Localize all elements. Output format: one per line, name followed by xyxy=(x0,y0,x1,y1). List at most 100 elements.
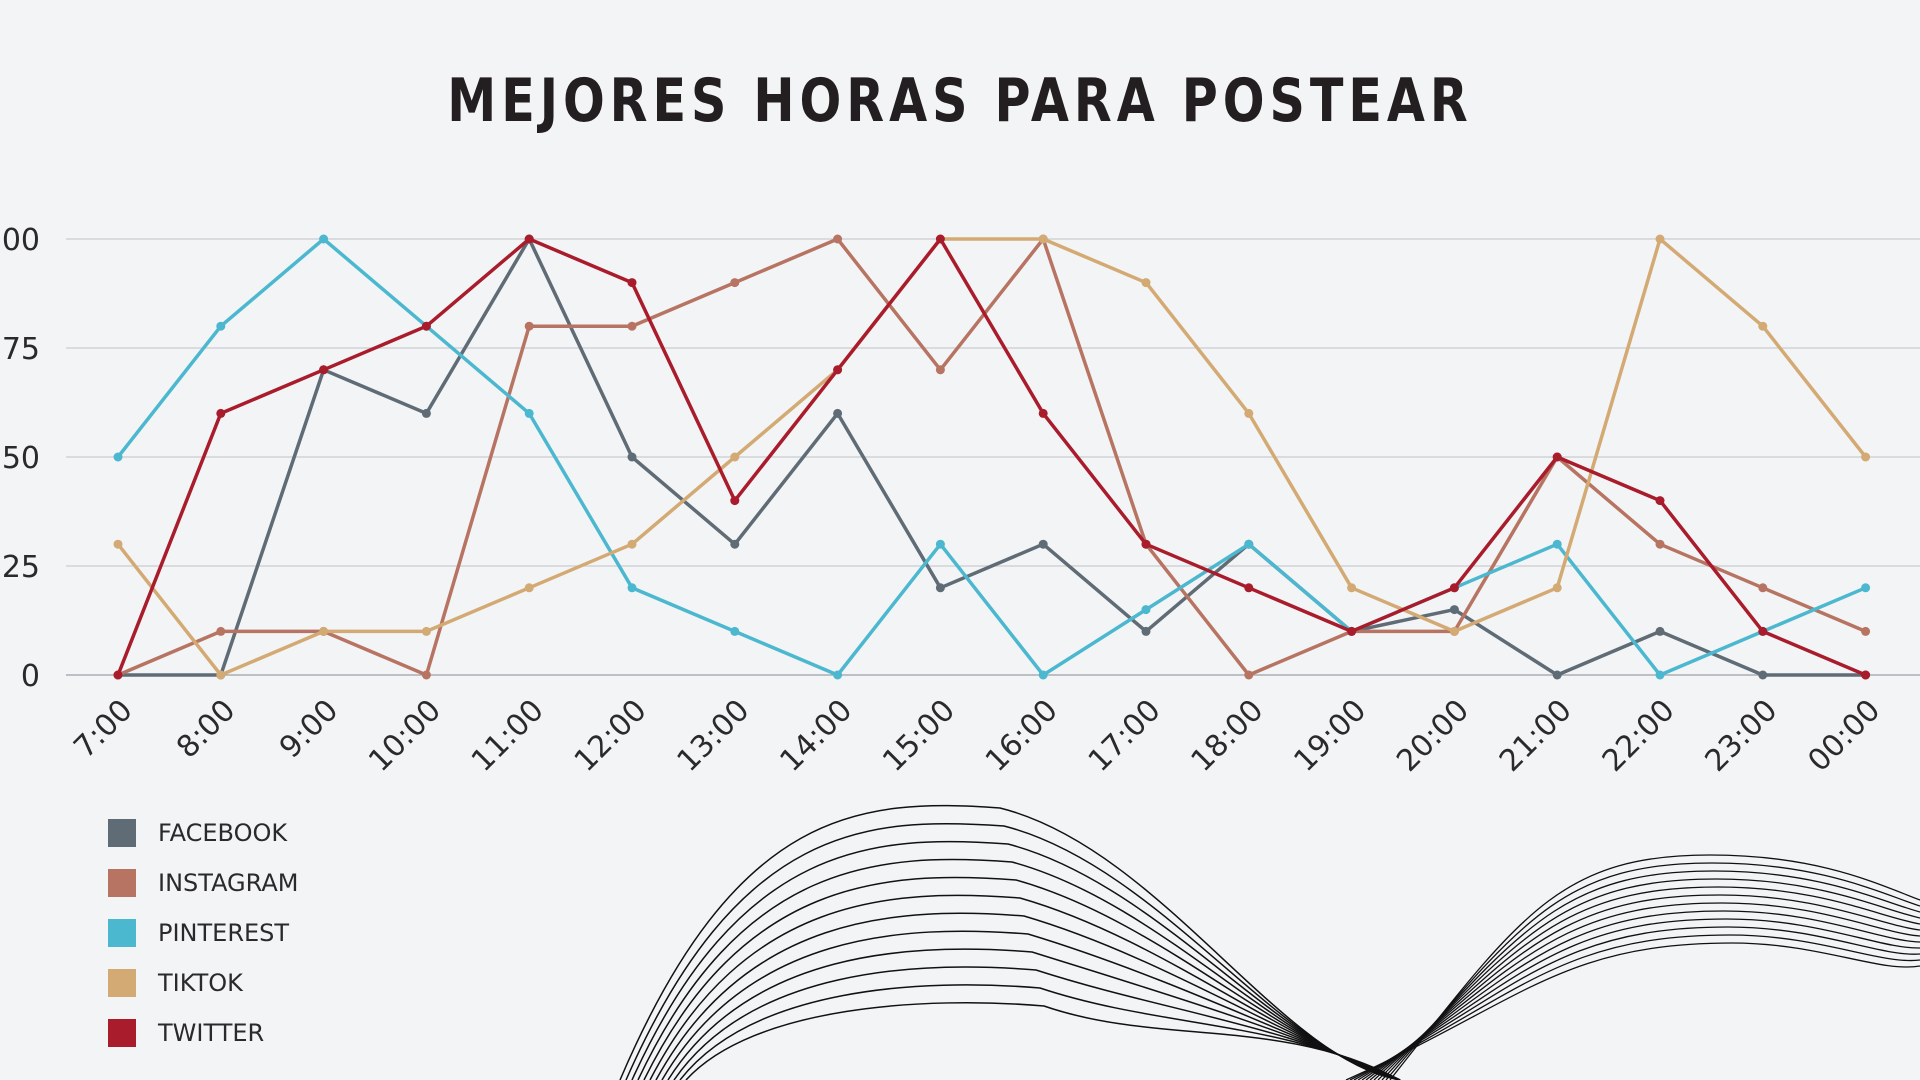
data-point xyxy=(1758,321,1768,331)
series-group xyxy=(113,234,1871,680)
decor-wave-line xyxy=(667,948,1401,1080)
data-point xyxy=(524,321,534,331)
legend-label: INSTAGRAM xyxy=(158,869,299,897)
y-tick-label: 75 xyxy=(2,332,40,367)
data-point xyxy=(216,321,226,331)
decor-wave-line xyxy=(625,822,1401,1080)
data-point xyxy=(113,670,123,680)
legend-swatch xyxy=(108,819,136,847)
x-tick-label: 20:00 xyxy=(1390,693,1476,779)
data-point xyxy=(113,539,123,549)
data-point xyxy=(627,278,637,288)
data-point xyxy=(319,626,329,636)
decor-wave-line xyxy=(661,930,1401,1080)
data-point xyxy=(1861,452,1871,462)
legend-label: PINTEREST xyxy=(158,919,290,947)
decor-wave-line xyxy=(637,858,1401,1080)
data-point xyxy=(524,234,534,244)
data-point xyxy=(421,626,431,636)
decor-wave-line xyxy=(655,912,1401,1080)
decor-wave-line xyxy=(1369,894,1920,1080)
data-point xyxy=(524,408,534,418)
data-point xyxy=(1244,539,1254,549)
decor-wave-line xyxy=(1357,918,1920,1080)
data-point xyxy=(421,670,431,680)
data-point xyxy=(1758,626,1768,636)
data-point xyxy=(627,539,637,549)
data-point xyxy=(1141,626,1151,636)
x-tick-label: 7:00 xyxy=(67,693,139,765)
data-point xyxy=(1038,539,1048,549)
legend-item: TWITTER xyxy=(108,1008,298,1058)
decorative-waves xyxy=(619,804,1920,1080)
data-point xyxy=(421,408,431,418)
data-point xyxy=(1347,626,1357,636)
data-point xyxy=(833,670,843,680)
legend-swatch xyxy=(108,969,136,997)
data-point xyxy=(1038,670,1048,680)
data-point xyxy=(935,365,945,375)
data-point xyxy=(730,539,740,549)
data-point xyxy=(1244,408,1254,418)
series-line xyxy=(116,237,1867,677)
data-point xyxy=(1552,539,1562,549)
data-point xyxy=(1655,539,1665,549)
data-point xyxy=(319,234,329,244)
legend-item: FACEBOOK xyxy=(108,808,298,858)
decor-wave-line xyxy=(631,840,1401,1080)
data-point xyxy=(1861,626,1871,636)
decor-wave-line xyxy=(1345,942,1920,1080)
series-line xyxy=(118,237,1866,677)
x-tick-label: 15:00 xyxy=(876,693,962,779)
legend-item: TIKTOK xyxy=(108,958,298,1008)
decor-wave-line xyxy=(643,876,1401,1080)
y-tick-label: 50 xyxy=(2,441,40,476)
decor-wave-line xyxy=(673,966,1401,1080)
data-point xyxy=(524,583,534,593)
data-point xyxy=(1449,605,1459,615)
legend-swatch xyxy=(108,1019,136,1047)
y-tick-label: 25 xyxy=(2,550,40,585)
decor-wave-line xyxy=(1389,854,1920,1080)
data-point xyxy=(1861,583,1871,593)
data-point xyxy=(1552,670,1562,680)
series-twitter xyxy=(113,234,1871,680)
x-tick-label: 10:00 xyxy=(362,693,448,779)
decor-wave-line xyxy=(1373,886,1920,1080)
x-tick-label: 21:00 xyxy=(1493,693,1579,779)
data-point xyxy=(216,408,226,418)
decor-wave-line xyxy=(1385,862,1920,1080)
data-point xyxy=(833,408,843,418)
series-line xyxy=(117,237,1867,677)
data-point xyxy=(730,496,740,506)
data-point xyxy=(1861,670,1871,680)
data-point xyxy=(1552,452,1562,462)
x-tick-label: 23:00 xyxy=(1699,693,1785,779)
data-point xyxy=(421,321,431,331)
decor-wave-line xyxy=(1353,926,1920,1080)
y-tick-label: 0 xyxy=(21,659,40,694)
decor-wave-line xyxy=(649,894,1401,1080)
data-point xyxy=(1449,583,1459,593)
data-point xyxy=(1038,408,1048,418)
data-point xyxy=(1449,626,1459,636)
data-point xyxy=(627,452,637,462)
data-point xyxy=(730,278,740,288)
x-tick-label: 14:00 xyxy=(773,693,859,779)
data-point xyxy=(1758,583,1768,593)
data-point xyxy=(1655,670,1665,680)
x-tick-label: 22:00 xyxy=(1596,693,1682,779)
legend-label: FACEBOOK xyxy=(158,819,288,847)
x-tick-label: 16:00 xyxy=(979,693,1065,779)
data-point xyxy=(1141,278,1151,288)
data-point xyxy=(627,583,637,593)
series-line xyxy=(116,237,1867,677)
legend-item: INSTAGRAM xyxy=(108,858,298,908)
data-point xyxy=(1655,626,1665,636)
data-point xyxy=(1347,583,1357,593)
decor-wave-line xyxy=(1377,878,1920,1080)
series-tiktok xyxy=(113,234,1871,680)
data-point xyxy=(627,321,637,331)
legend-swatch xyxy=(108,869,136,897)
